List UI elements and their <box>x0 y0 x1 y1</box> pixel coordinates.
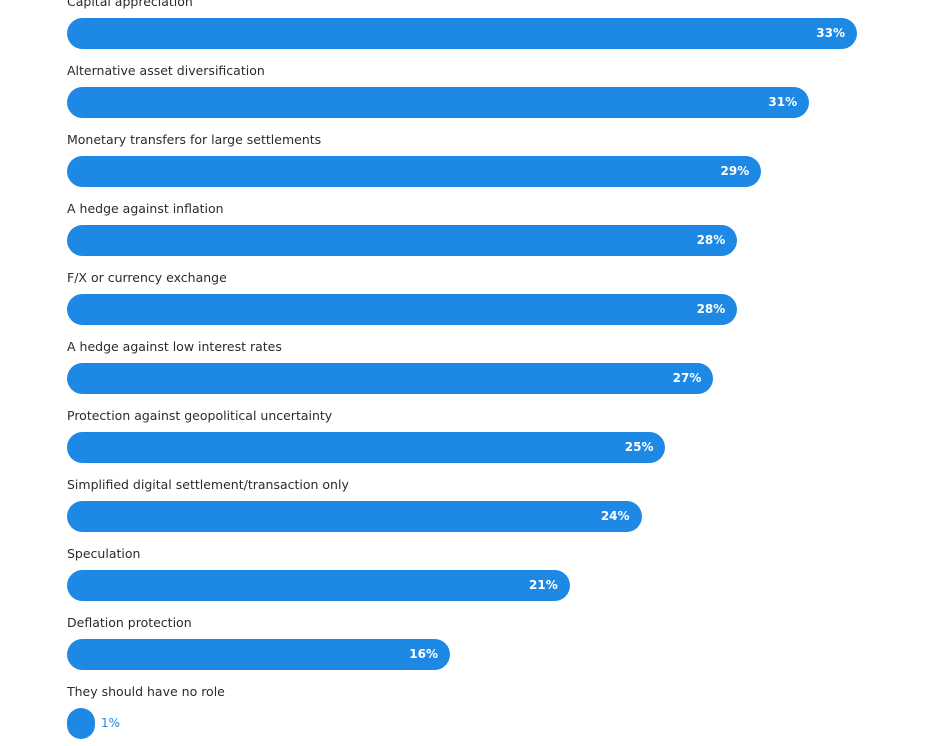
bar-row: Capital appreciation 33% <box>67 0 927 56</box>
bar-row: Monetary transfers for large settlements… <box>67 132 927 194</box>
bar <box>67 639 451 670</box>
bar <box>67 363 714 394</box>
bar-chart: Capital appreciation 33% Alternative asset… <box>67 0 927 739</box>
category-label: They should have no role <box>67 684 225 699</box>
bar <box>67 156 762 187</box>
bar <box>67 501 642 532</box>
category-label: Speculation <box>67 546 141 561</box>
value-label: 21% <box>529 578 558 592</box>
value-label: 25% <box>624 440 654 454</box>
bar-row: Protection against geopolitical uncertai… <box>67 408 927 470</box>
category-label: Monetary transfers for large settlements <box>67 132 322 147</box>
bar-row: A hedge against low interest rates 27% <box>67 339 927 401</box>
value-label: 16% <box>409 647 439 661</box>
bar-row: A hedge against inflation 28% <box>67 201 927 263</box>
bar-row: F/X or currency exchange 28% <box>67 270 927 332</box>
value-label: 28% <box>696 233 726 247</box>
bar <box>67 432 666 463</box>
bar-row: Deflation protection 16% <box>67 615 927 677</box>
value-label: 29% <box>720 164 750 178</box>
bar-row: Alternative asset diversification 31% <box>67 63 927 125</box>
value-label: 33% <box>816 26 845 40</box>
bar <box>67 570 570 601</box>
bar-row: They should have no role 1% <box>67 684 927 746</box>
bar <box>67 87 810 118</box>
value-label: 27% <box>672 371 702 385</box>
value-label: 31% <box>768 95 798 109</box>
bar <box>67 294 738 325</box>
bar-row: Speculation 21% <box>67 546 927 608</box>
category-label: Deflation protection <box>67 615 192 630</box>
category-label: A hedge against inflation <box>67 201 224 216</box>
category-label: Simplified digital settlement/transactio… <box>67 477 349 492</box>
category-label: Capital appreciation <box>67 0 193 9</box>
category-label: A hedge against low interest rates <box>67 339 282 354</box>
value-label: 24% <box>600 509 630 523</box>
category-label: Alternative asset diversification <box>67 63 265 78</box>
value-label: 1% <box>101 716 121 730</box>
bar <box>67 225 738 256</box>
bar-row: Simplified digital settlement/transactio… <box>67 477 927 539</box>
category-label: Protection against geopolitical uncertai… <box>67 408 333 423</box>
bar <box>67 18 857 49</box>
bar <box>67 708 95 739</box>
category-label: F/X or currency exchange <box>67 270 227 285</box>
value-label: 28% <box>696 302 726 316</box>
